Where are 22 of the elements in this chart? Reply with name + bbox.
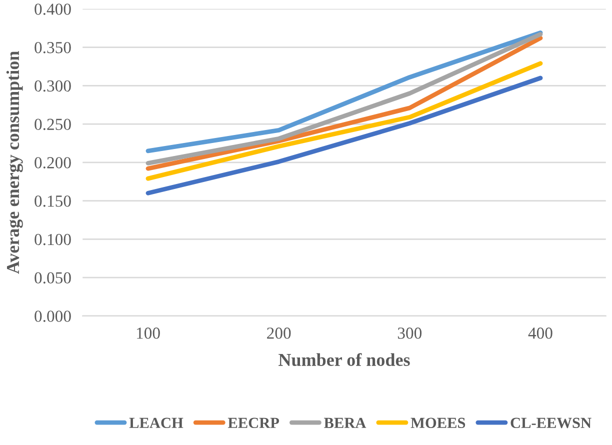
legend-label: EECRP <box>228 418 280 428</box>
legend-label: MOEES <box>410 418 466 428</box>
legend-label: CL-EEWSN <box>510 418 592 428</box>
y-tick-label: 0.250 <box>34 118 71 130</box>
legend-label: BERA <box>324 418 366 428</box>
y-tick-label: 0.050 <box>34 272 71 284</box>
y-tick-label: 0.000 <box>34 310 71 322</box>
y-tick-label: 0.350 <box>34 42 71 54</box>
y-tick-label: 0.200 <box>34 157 71 168</box>
y-tick-label: 0.100 <box>34 234 71 246</box>
legend-label: LEACH <box>129 418 184 428</box>
y-axis-title: Average energy consumption <box>6 51 23 274</box>
x-tick-label: 300 <box>398 328 422 339</box>
x-tick-label: 100 <box>136 328 160 339</box>
x-axis-title: Number of nodes <box>278 353 410 366</box>
x-tick-label: 400 <box>528 328 552 339</box>
line-series <box>146 76 543 196</box>
y-tick-label: 0.400 <box>34 4 71 15</box>
x-tick-label: 200 <box>267 328 291 339</box>
y-tick-label: 0.300 <box>34 80 71 92</box>
line-series <box>146 61 543 181</box>
y-tick-label: 0.150 <box>34 196 71 207</box>
